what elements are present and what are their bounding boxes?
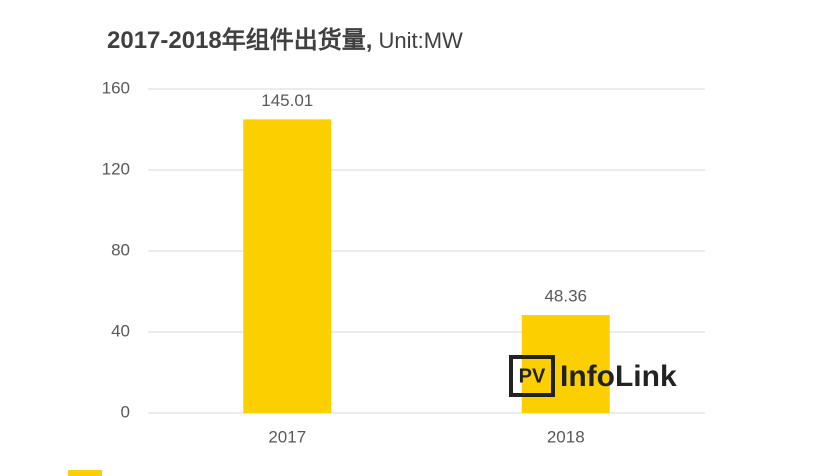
y-tick-label: 120 [102,159,130,178]
legend-swatch [68,470,102,476]
x-tick-label: 2017 [268,427,306,446]
chart-title-main: 2017-2018年组件出货量, [107,26,372,54]
y-tick-label: 40 [111,321,130,340]
watermark-badge: PV [519,365,546,387]
chart-subtitle: Unit:MW [378,28,463,53]
y-tick-label: 160 [102,78,130,97]
chart-title: 2017-2018年组件出货量, Unit:MW [107,26,463,54]
y-tick-label: 0 [121,402,130,421]
watermark-badge-frame [509,355,555,397]
data-label: 48.36 [544,287,587,306]
data-label: 145.01 [261,91,313,110]
x-tick-label: 2018 [547,427,585,446]
bar [243,119,332,414]
watermark-text: InfoLink [560,360,677,393]
y-tick-label: 80 [111,240,130,259]
watermark: PV InfoLink [509,355,677,397]
